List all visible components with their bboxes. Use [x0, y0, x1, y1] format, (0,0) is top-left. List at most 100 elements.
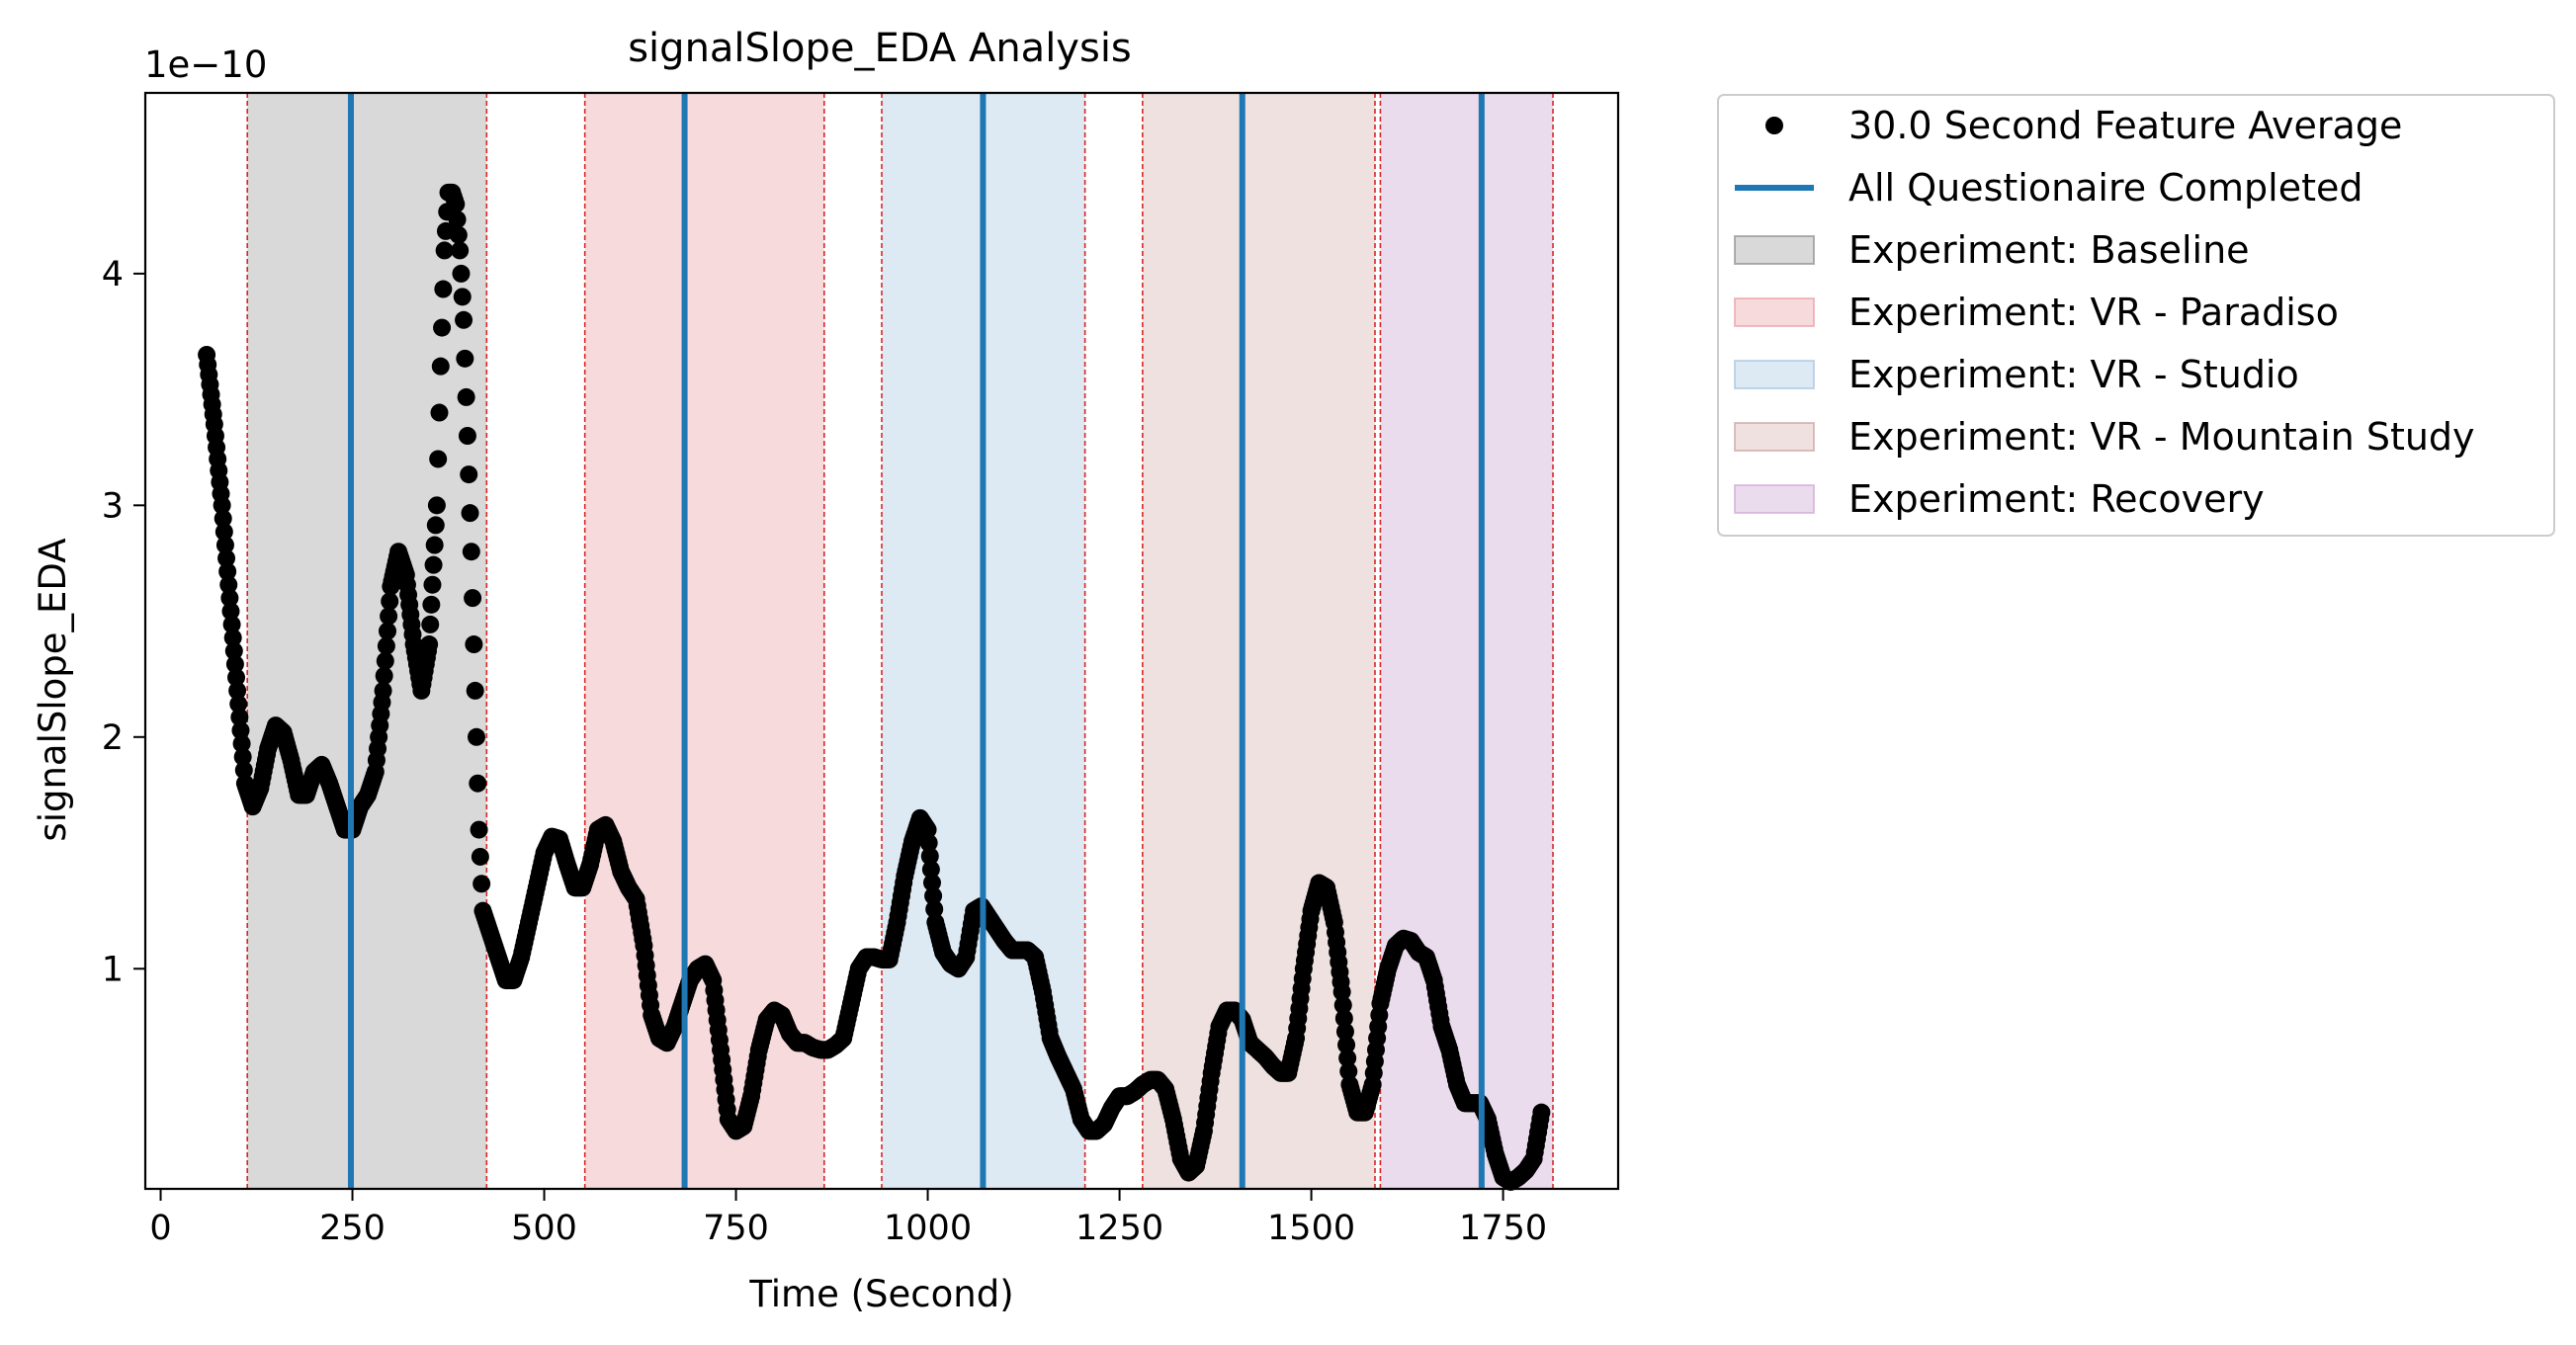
data-point-225	[447, 195, 466, 213]
y-tick-label-3: 4	[102, 255, 124, 294]
data-point-29	[229, 695, 248, 714]
x-tick-label-2: 500	[511, 1209, 577, 1248]
data-point-163	[376, 651, 394, 670]
region-4	[1380, 93, 1554, 1189]
plot-frame	[143, 91, 1620, 1191]
data-point-207	[424, 555, 443, 574]
x-tick-label-5: 1250	[1075, 1209, 1163, 1248]
y-axis-ticks: 1 2 3 4	[102, 255, 145, 989]
data-point-209	[426, 516, 445, 535]
data-point-238	[464, 589, 482, 608]
region-0	[247, 93, 487, 1189]
data-point-214	[433, 318, 452, 337]
legend-marker-2	[1734, 235, 1815, 265]
data-point-161	[374, 681, 392, 700]
data-point-28	[228, 681, 247, 700]
data-point-204	[421, 615, 440, 633]
legend: 30.0 Second Feature Average All Questiona…	[1717, 94, 2555, 537]
data-point-234	[458, 427, 476, 446]
legend-label-0: 30.0 Second Feature Average	[1848, 104, 2402, 147]
data-point-233	[457, 387, 475, 406]
data-point-162	[375, 666, 393, 685]
legend-label-3: Experiment: VR - Paradiso	[1848, 291, 2339, 334]
data-point-243	[470, 820, 488, 839]
legend-label-4: Experiment: VR - Studio	[1848, 353, 2299, 396]
data-point-226	[448, 210, 467, 229]
data-point-215	[434, 280, 453, 298]
data-point-1212	[1532, 1103, 1551, 1122]
legend-marker-6	[1734, 484, 1815, 514]
data-point-652	[918, 820, 937, 839]
data-point-1033	[1335, 1022, 1354, 1041]
feature-average-points	[198, 183, 1551, 1191]
data-point-653	[919, 833, 938, 852]
data-point-167	[381, 592, 399, 611]
legend-label-6: Experiment: Recovery	[1848, 477, 2265, 521]
data-point-21	[220, 589, 239, 608]
legend-marker-3	[1734, 297, 1815, 327]
data-point-24	[223, 629, 242, 647]
data-point-166	[380, 607, 398, 626]
chart-title: signalSlope_EDA Analysis	[628, 26, 1132, 71]
data-point-33	[233, 747, 252, 766]
y-tick-label-1: 2	[102, 718, 124, 758]
x-tick-label-7: 1750	[1459, 1209, 1547, 1248]
data-point-658	[925, 899, 944, 918]
data-point-655	[921, 860, 940, 879]
data-point-239	[465, 635, 483, 654]
y-axis-label: signalSlope_EDA	[32, 538, 74, 841]
experiment-regions	[247, 93, 1554, 1189]
legend-marker-4	[1734, 360, 1815, 389]
data-point-164	[377, 636, 395, 655]
data-point-31	[231, 721, 250, 740]
data-point-17	[215, 536, 234, 554]
data-point-245	[472, 875, 491, 893]
data-point-232	[456, 349, 474, 368]
data-point-1032	[1334, 1009, 1353, 1028]
data-point-208	[425, 536, 444, 554]
data-point-32	[232, 734, 251, 753]
data-point-205	[422, 595, 441, 614]
data-point-19	[218, 562, 237, 581]
data-point-212	[430, 403, 449, 422]
data-point-27	[227, 668, 246, 687]
data-point-20	[219, 575, 238, 594]
data-point-25	[224, 641, 243, 660]
data-point-231	[455, 310, 473, 329]
data-point-240	[466, 681, 484, 700]
data-point-656	[922, 874, 941, 892]
data-point-30	[230, 708, 249, 726]
data-point-213	[431, 357, 450, 376]
x-tick-label-1: 250	[319, 1209, 386, 1248]
x-tick-label-4: 1000	[884, 1209, 972, 1248]
legend-label-1: All Questionaire Completed	[1848, 166, 2363, 210]
data-point-15	[214, 509, 232, 528]
data-point-227	[449, 225, 468, 244]
data-point-211	[429, 450, 448, 468]
data-point-1034	[1337, 1036, 1356, 1054]
data-point-244	[471, 847, 489, 866]
data-point-203	[420, 635, 439, 654]
data-point-242	[469, 774, 487, 793]
y-tick-label-0: 1	[102, 950, 124, 989]
data-point-1030	[1332, 982, 1351, 1001]
data-point-14	[213, 496, 231, 515]
questionnaire-lines	[347, 93, 1485, 1189]
x-tick-label-3: 750	[703, 1209, 769, 1248]
legend-marker-0	[1765, 117, 1783, 134]
x-axis-label: Time (Second)	[748, 1273, 1013, 1315]
data-point-237	[462, 543, 480, 561]
data-point-216	[435, 241, 454, 260]
y-axis-offset-label: 1e−10	[144, 43, 267, 86]
data-point-22	[221, 602, 240, 621]
x-axis-ticks: 0 250 500 750 1000 1250 1500 1750	[149, 1189, 1547, 1248]
data-point-230	[453, 288, 472, 306]
data-point-241	[467, 727, 485, 746]
data-point-1036	[1339, 1062, 1358, 1081]
data-point-654	[920, 847, 939, 866]
y-tick-label-2: 3	[102, 486, 124, 526]
legend-label-5: Experiment: VR - Mountain Study	[1848, 415, 2475, 459]
data-point-16	[215, 523, 233, 542]
x-tick-label-6: 1500	[1267, 1209, 1355, 1248]
